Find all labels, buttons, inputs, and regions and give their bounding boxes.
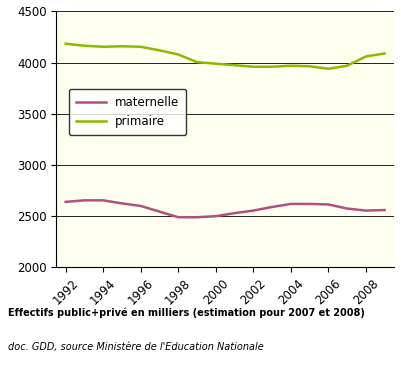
maternelle (231, 211, 236, 215)
maternelle (157, 209, 162, 214)
primaire (175, 52, 180, 57)
maternelle (344, 206, 348, 211)
primaire (101, 44, 105, 49)
primaire (194, 60, 199, 65)
maternelle (250, 208, 255, 213)
primaire (138, 44, 143, 49)
maternelle (325, 202, 330, 207)
maternelle (381, 208, 386, 212)
Text: Effectifs public+privé en milliers (estimation pour 2007 et 2008): Effectifs public+privé en milliers (esti… (8, 308, 364, 318)
primaire (63, 41, 68, 46)
maternelle (82, 198, 87, 202)
maternelle (288, 202, 292, 206)
primaire (381, 51, 386, 56)
primaire (213, 62, 218, 66)
primaire (82, 44, 87, 48)
primaire (344, 63, 348, 68)
primaire (250, 65, 255, 69)
maternelle (306, 202, 311, 206)
maternelle (194, 215, 199, 220)
primaire (288, 63, 292, 68)
Line: primaire: primaire (65, 44, 384, 69)
maternelle (138, 204, 143, 208)
primaire (157, 48, 162, 53)
primaire (231, 63, 236, 68)
maternelle (213, 214, 218, 219)
maternelle (269, 205, 274, 209)
Legend: maternelle, primaire: maternelle, primaire (69, 89, 186, 135)
primaire (363, 54, 367, 59)
maternelle (175, 215, 180, 220)
primaire (325, 66, 330, 71)
maternelle (63, 199, 68, 204)
primaire (306, 64, 311, 68)
maternelle (363, 208, 367, 213)
Text: doc. GDD, source Ministère de l'Education Nationale: doc. GDD, source Ministère de l'Educatio… (8, 342, 263, 352)
Line: maternelle: maternelle (65, 200, 384, 217)
maternelle (119, 201, 124, 206)
maternelle (101, 198, 105, 202)
primaire (119, 44, 124, 49)
primaire (269, 65, 274, 69)
